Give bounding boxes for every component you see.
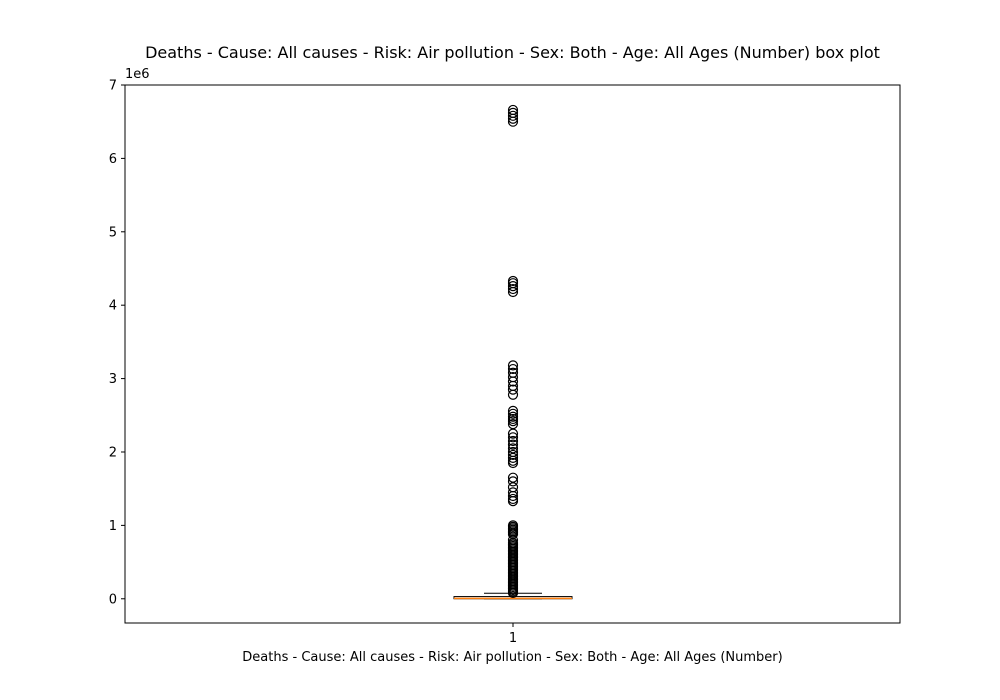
axes-frame bbox=[124, 84, 901, 624]
y-axis-offset-label: 1e6 bbox=[125, 67, 150, 82]
outlier-point bbox=[507, 496, 519, 507]
outlier-point bbox=[507, 418, 519, 430]
outlier-point bbox=[507, 275, 519, 287]
outlier-point bbox=[507, 472, 519, 483]
outlier-point bbox=[507, 384, 519, 395]
y-tick-label: 5 bbox=[109, 225, 117, 240]
outlier-point bbox=[507, 520, 519, 531]
outlier-point bbox=[507, 104, 519, 116]
outlier-point bbox=[507, 367, 519, 378]
outlier-point bbox=[507, 439, 519, 450]
outlier-point bbox=[507, 360, 519, 371]
outliers bbox=[507, 104, 519, 599]
y-tick-label: 4 bbox=[109, 299, 117, 314]
outlier-point bbox=[507, 446, 519, 458]
outlier-point bbox=[507, 487, 519, 498]
y-tick-label: 1 bbox=[109, 519, 117, 534]
outlier-point bbox=[507, 110, 519, 121]
y-tick-label: 3 bbox=[109, 372, 117, 387]
y-tick-label: 6 bbox=[109, 152, 117, 167]
outlier-point bbox=[507, 443, 519, 454]
outlier-point bbox=[507, 493, 519, 505]
outlier-point bbox=[507, 476, 519, 487]
y-axis: 0 1 2 3 4 5 6 7 bbox=[109, 79, 125, 607]
outlier-point bbox=[507, 372, 519, 383]
x-axis-label: Deaths - Cause: All causes - Risk: Air p… bbox=[242, 650, 783, 665]
y-tick-label: 0 bbox=[109, 592, 117, 607]
outlier-point bbox=[507, 408, 519, 419]
chart-title: Deaths - Cause: All causes - Risk: Air p… bbox=[145, 43, 880, 62]
outlier-point bbox=[507, 283, 519, 295]
outlier-point bbox=[507, 449, 519, 461]
plot-area-frame bbox=[124, 84, 901, 624]
outlier-point bbox=[507, 363, 519, 375]
outlier-point bbox=[507, 411, 519, 422]
y-tick-label: 7 bbox=[109, 79, 117, 94]
outlier-point bbox=[507, 405, 519, 416]
outlier-point bbox=[507, 389, 519, 400]
y-tick-label: 2 bbox=[109, 445, 117, 460]
x-tick-label: 1 bbox=[509, 631, 517, 646]
outlier-point bbox=[507, 107, 519, 118]
x-axis: 1 bbox=[509, 623, 517, 646]
outlier-point bbox=[507, 432, 519, 443]
outlier-point bbox=[507, 435, 519, 447]
outlier-point bbox=[507, 281, 519, 292]
